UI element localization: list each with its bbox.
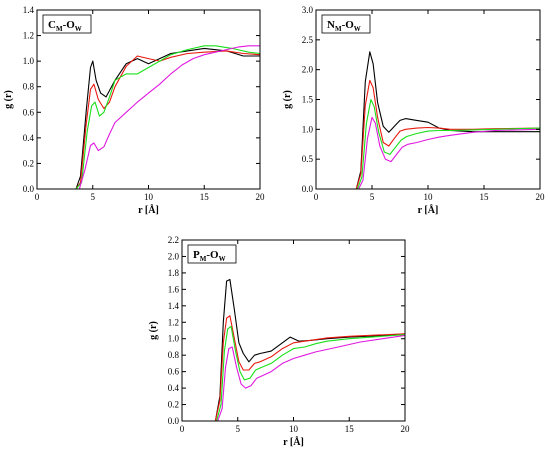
series-line-magenta (37, 45, 260, 190)
y-tick-label: 2.5 (302, 35, 314, 45)
y-tick-label: 1.4 (168, 301, 180, 311)
chart-panel-1: 0 5 10 15 20 0.0 0.2 0.4 0.6 0.8 1.0 1.2 1.4 r [Å] g (… (3, 5, 265, 216)
panel-label-box (42, 14, 92, 34)
series-line-red (316, 79, 541, 190)
series-line-green (182, 325, 406, 422)
y-tick-label: 0.6 (168, 367, 180, 377)
series-line-magenta (316, 116, 541, 190)
x-tick-label: 20 (256, 192, 266, 202)
x-tick-label: 15 (200, 192, 210, 202)
y-tick-label: 2.0 (302, 65, 314, 75)
y-axis-title: g (r) (282, 90, 293, 109)
series-line-red (37, 50, 261, 190)
y-tick-label: 1.4 (23, 5, 35, 15)
y-tick-label: 0.2 (168, 400, 179, 410)
x-axis-title: r [Å] (418, 204, 439, 216)
y-tick-label: 1.2 (168, 317, 179, 327)
panel-label: NM-OW (327, 19, 361, 33)
x-tick-label: 5 (91, 192, 96, 202)
y-tick-label: 1.0 (302, 124, 314, 134)
x-tick-label: 0 (180, 424, 185, 434)
series-line-black (37, 47, 260, 190)
y-tick-label: 0.8 (168, 350, 180, 360)
x-tick-label: 0 (35, 192, 40, 202)
x-axis-title: r [Å] (283, 436, 304, 448)
y-axis-title: g (r) (3, 90, 14, 109)
x-tick-label: 10 (424, 192, 434, 202)
x-axis-title: r [Å] (138, 204, 159, 216)
panel-label-box (187, 244, 237, 264)
y-tick-label: 0.5 (302, 154, 314, 164)
y-tick-label: 0.4 (23, 133, 35, 143)
series-line-red (182, 315, 406, 422)
chart-panel-2: 0 5 10 15 20 0.0 0.5 1.0 1.5 2.0 2.5 3.0 r [Å] g (r) N… (282, 5, 545, 216)
y-tick-label: 0.4 (168, 383, 180, 393)
plot-frame (36, 9, 261, 190)
series-line-magenta (182, 334, 406, 422)
y-tick-label: 1.0 (23, 56, 35, 66)
x-tick-label: 10 (289, 424, 299, 434)
y-tick-label: 0.0 (302, 184, 314, 194)
x-tick-label: 5 (370, 192, 375, 202)
y-tick-label: 1.0 (168, 334, 180, 344)
x-tick-label: 0 (314, 192, 319, 202)
y-tick-label: 1.6 (168, 284, 180, 294)
series-line-green (37, 45, 261, 190)
y-tick-label: 2.2 (168, 235, 179, 245)
x-tick-label: 15 (480, 192, 490, 202)
panel-label: PM-OW (193, 249, 226, 263)
plot-frame (315, 9, 541, 190)
panel-label: CM-OW (48, 19, 82, 33)
series-line-green (316, 98, 541, 190)
x-tick-label: 10 (144, 192, 154, 202)
x-tick-label: 15 (345, 424, 355, 434)
y-tick-label: 0.0 (23, 184, 35, 194)
panel-label-box (321, 14, 371, 34)
y-tick-label: 0.8 (23, 82, 35, 92)
y-tick-label: 1.8 (168, 268, 180, 278)
x-tick-label: 20 (536, 192, 546, 202)
y-tick-label: 0.2 (23, 158, 34, 168)
chart-panel-3: 0 5 10 15 20 0.0 0.2 0.4 0.6 0.8 1.0 1.2 1.4 1.6 1.8 2.… (148, 235, 410, 448)
x-tick-label: 5 (236, 424, 241, 434)
plot-frame (181, 239, 406, 422)
x-tick-label: 20 (401, 424, 411, 434)
y-tick-label: 1.5 (302, 95, 314, 105)
y-tick-label: 2.0 (168, 251, 180, 261)
y-tick-label: 3.0 (302, 5, 314, 15)
y-tick-label: 0.6 (23, 107, 35, 117)
series-line-black (182, 278, 406, 422)
y-tick-label: 0.0 (168, 416, 180, 426)
y-axis-title: g (r) (148, 321, 159, 340)
series-line-black (316, 51, 540, 190)
y-tick-label: 1.2 (23, 31, 34, 41)
